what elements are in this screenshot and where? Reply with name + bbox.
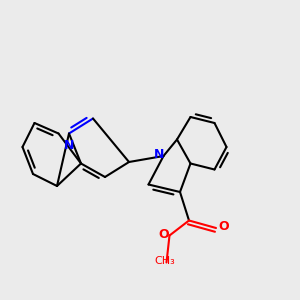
Text: O: O — [158, 227, 169, 241]
Text: O: O — [218, 220, 229, 233]
Text: CH₃: CH₃ — [154, 256, 176, 266]
Text: N: N — [64, 139, 74, 152]
Text: N: N — [154, 148, 164, 161]
